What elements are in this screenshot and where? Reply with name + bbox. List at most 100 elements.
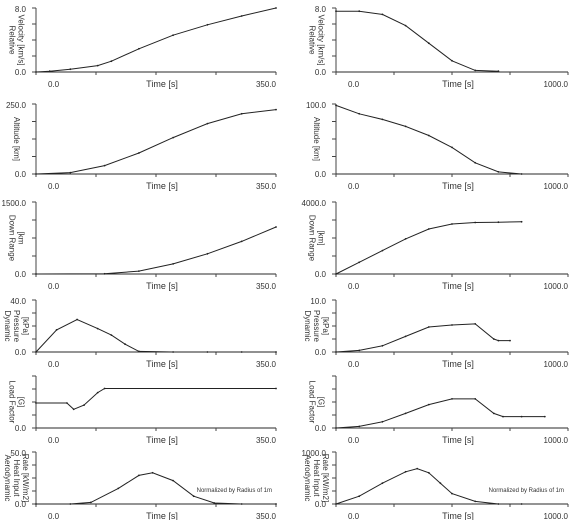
data-point	[138, 350, 140, 353]
data-point	[172, 479, 175, 482]
chart-panel-3: 250.0 0.0 0.0 350.0 Time [s] Altitude [km]	[6, 101, 277, 191]
data-point	[404, 238, 407, 240]
data-point	[275, 351, 277, 353]
y-axis-label: Pressure	[312, 310, 321, 343]
data-point	[335, 104, 337, 107]
data-point	[381, 420, 384, 423]
data-point	[35, 351, 37, 353]
y-min-label: 0.0	[15, 170, 27, 179]
y-max-label: 40.0	[10, 297, 26, 306]
x-min-label: 0.0	[348, 436, 360, 445]
data-point	[451, 223, 453, 225]
chart-panel-1: 8.0 0.0 0.0 350.0 Time [s] Relative Velocity […	[8, 5, 277, 89]
data-point	[69, 171, 72, 174]
data-point	[358, 112, 361, 115]
data-point	[35, 71, 37, 73]
y-axis-label: [G]	[317, 397, 326, 408]
x-axis-label: Time [s]	[146, 511, 178, 520]
x-min-label: 0.0	[48, 360, 60, 369]
data-point	[172, 351, 175, 353]
series-line	[35, 109, 277, 175]
data-point	[543, 415, 546, 418]
series-line	[35, 226, 277, 275]
chart-panel-5: 1500.0 0.0 0.0 350.0 Time [s] Down Range [km	[2, 199, 277, 291]
data-point	[358, 495, 361, 498]
x-max-label: 350.0	[256, 436, 277, 445]
x-min-label: 0.0	[48, 282, 60, 291]
axes-frame	[35, 8, 276, 73]
series-line	[35, 318, 276, 353]
axes-frame	[35, 452, 276, 505]
y-min-label: 0.0	[315, 348, 327, 357]
y-axis-label: [G]	[17, 397, 26, 408]
y-max-label: 4000.0	[302, 199, 327, 208]
data-point	[358, 261, 361, 264]
data-point	[117, 487, 120, 490]
data-point	[35, 402, 37, 404]
y-max-label: 10.0	[310, 297, 326, 306]
x-max-label: 1000.0	[544, 436, 569, 445]
data-point	[509, 339, 511, 342]
data-point	[103, 387, 106, 390]
data-point	[451, 324, 453, 326]
y-axis-label: [km]	[317, 230, 326, 245]
chart-panel-10: 0.0 0.0 1000.0 Time [s] Load Factor [G]	[308, 375, 569, 445]
data-point	[381, 13, 384, 16]
data-point	[69, 68, 72, 71]
x-axis-label: Time [s]	[146, 281, 178, 291]
x-min-label: 0.0	[48, 182, 60, 191]
data-point	[474, 500, 477, 503]
data-point	[381, 482, 384, 485]
series-line	[335, 104, 522, 175]
y-axis-label: Velocity [km/s]	[17, 14, 26, 65]
data-point	[335, 351, 337, 353]
data-point	[520, 220, 523, 223]
data-point	[404, 125, 407, 128]
data-point	[69, 503, 72, 505]
x-axis-label: Time [s]	[146, 181, 178, 191]
y-max-label: 250.0	[6, 101, 27, 110]
data-point	[335, 273, 337, 275]
y-axis-label: Aerodynamic	[3, 455, 12, 502]
data-point	[381, 118, 384, 121]
data-point	[427, 228, 430, 230]
data-point	[416, 467, 419, 470]
data-point	[497, 171, 500, 173]
y-axis-label: Relative	[8, 26, 17, 55]
x-axis-label: Time [s]	[442, 511, 474, 520]
data-point	[427, 42, 430, 45]
data-point	[381, 344, 384, 347]
data-point	[240, 15, 243, 17]
data-point	[72, 408, 75, 411]
data-point	[358, 10, 361, 13]
series-line	[335, 323, 510, 353]
axes-frame	[335, 202, 568, 275]
y-axis-label: Aerodynamic	[303, 455, 312, 502]
normalization-note: Normalized by Radius of 1m	[489, 488, 564, 494]
data-point	[451, 398, 453, 400]
data-point	[358, 425, 361, 428]
x-min-label: 0.0	[348, 80, 360, 89]
data-point	[138, 47, 140, 50]
data-point	[335, 503, 337, 505]
x-min-label: 0.0	[348, 512, 360, 520]
data-point	[35, 503, 37, 505]
y-axis-label: [km	[17, 232, 26, 245]
x-axis-label: Time [s]	[442, 281, 474, 291]
data-point	[76, 318, 78, 321]
x-min-label: 0.0	[348, 282, 360, 291]
data-point	[206, 122, 209, 125]
chart-panel-12: 1000.0 0.0 0.0 1000.0 Time [s] Aerodynamic Hea…	[302, 449, 569, 520]
x-axis-label: Time [s]	[146, 79, 178, 89]
data-point	[404, 412, 407, 415]
x-max-label: 350.0	[256, 80, 277, 89]
y-axis-label: Heat Input	[312, 460, 321, 498]
data-point	[275, 387, 277, 390]
axes-frame	[335, 104, 568, 175]
chart-panel-4: 100.0 0.0 0.0 1000.0 Time [s] Altitude [km]	[306, 101, 569, 191]
y-max-label: 8.0	[315, 5, 327, 14]
x-min-label: 0.0	[48, 436, 60, 445]
x-min-label: 0.0	[348, 182, 360, 191]
x-max-label: 1000.0	[544, 282, 569, 291]
data-point	[240, 503, 243, 505]
